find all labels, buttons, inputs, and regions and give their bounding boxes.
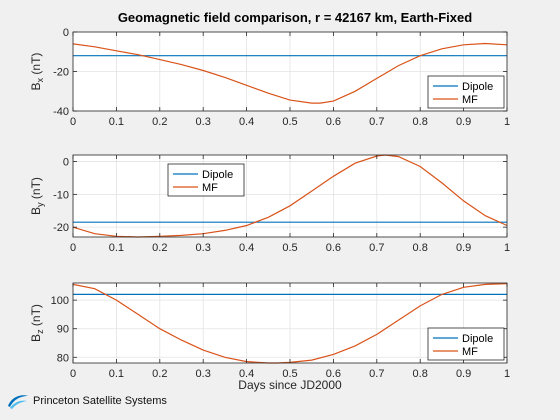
y-tick-label: 90	[57, 324, 69, 336]
y-axis-label-unit: (nT)	[29, 177, 43, 202]
x-axis-label: Days since JD2000	[238, 378, 342, 392]
x-tick-label: 0.5	[282, 116, 297, 128]
x-tick-label: 0.7	[369, 368, 384, 380]
y-tick-label: -20	[53, 222, 69, 234]
x-tick-label: 0.9	[456, 242, 471, 254]
x-tick-label: 0	[70, 368, 76, 380]
x-tick-label: 0.2	[152, 116, 167, 128]
x-tick-label: 0.6	[326, 116, 341, 128]
x-tick-label: 0.3	[196, 368, 211, 380]
y-axis-label-base: B	[29, 82, 43, 90]
satellite-swoosh-icon	[6, 392, 30, 410]
y-axis-label: Bx (nT)	[29, 53, 45, 91]
brand-logo-text: Princeton Satellite Systems	[33, 395, 167, 407]
x-tick-label: 0.1	[109, 242, 124, 254]
x-tick-label: 0.3	[196, 116, 211, 128]
x-tick-label: 1	[504, 242, 510, 254]
subplot-1: 0 0.1 0.2 0.3 0.4 0.5 0.6 0.7 0.8 0.9 1 -40 -20 0 Bx (…	[29, 27, 510, 128]
x-tick-label: 1	[504, 368, 510, 380]
x-tick-label: 0.2	[152, 368, 167, 380]
chart-title: Geomagnetic field comparison, r = 42167 …	[118, 10, 472, 25]
y-axis-label: By (nT)	[29, 177, 45, 215]
x-tick-label: 0	[70, 242, 76, 254]
x-tick-label: 0.2	[152, 242, 167, 254]
y-tick-label: -40	[53, 106, 69, 118]
brand-logo: Princeton Satellite Systems	[6, 392, 167, 410]
x-tick-label: 0.1	[109, 368, 124, 380]
legend-label-mf: MF	[462, 346, 478, 358]
x-tick-label: 0.8	[413, 368, 428, 380]
x-tick-label: 0.6	[326, 242, 341, 254]
y-axis-label: Bz (nT)	[29, 304, 45, 342]
legend-label-mf: MF	[202, 182, 218, 194]
x-tick-label: 0.7	[369, 116, 384, 128]
x-tick-label: 0.3	[196, 242, 211, 254]
x-tick-label: 0.8	[413, 242, 428, 254]
legend-label-dipole: Dipole	[462, 333, 493, 345]
y-tick-label: -10	[53, 189, 69, 201]
x-tick-label: 0	[70, 116, 76, 128]
x-tick-label: 0.7	[369, 242, 384, 254]
y-tick-label: 100	[51, 295, 69, 307]
y-axis-label-base: B	[29, 334, 43, 342]
y-tick-label: 0	[63, 27, 69, 39]
y-tick-label: -20	[53, 67, 69, 79]
x-tick-label: 0.5	[282, 242, 297, 254]
subplot-2: 0 0.1 0.2 0.3 0.4 0.5 0.6 0.7 0.8 0.9 1 -20 -10 0 By (…	[29, 155, 510, 254]
legend-label-mf: MF	[462, 94, 478, 106]
x-tick-label: 0.4	[239, 242, 254, 254]
legend-label-dipole: Dipole	[202, 169, 233, 181]
x-tick-label: 0.8	[413, 116, 428, 128]
x-tick-label: 0.4	[239, 116, 254, 128]
y-tick-label: 0	[63, 157, 69, 169]
x-tick-label: 0.1	[109, 116, 124, 128]
x-tick-label: 0.9	[456, 116, 471, 128]
y-axis-label-unit: (nT)	[29, 53, 43, 78]
x-tick-label: 0.9	[456, 368, 471, 380]
legend-label-dipole: Dipole	[462, 81, 493, 93]
y-axis-label-base: B	[29, 207, 43, 215]
y-axis-label-unit: (nT)	[29, 304, 43, 329]
x-tick-label: 1	[504, 116, 510, 128]
y-tick-label: 80	[57, 352, 69, 364]
